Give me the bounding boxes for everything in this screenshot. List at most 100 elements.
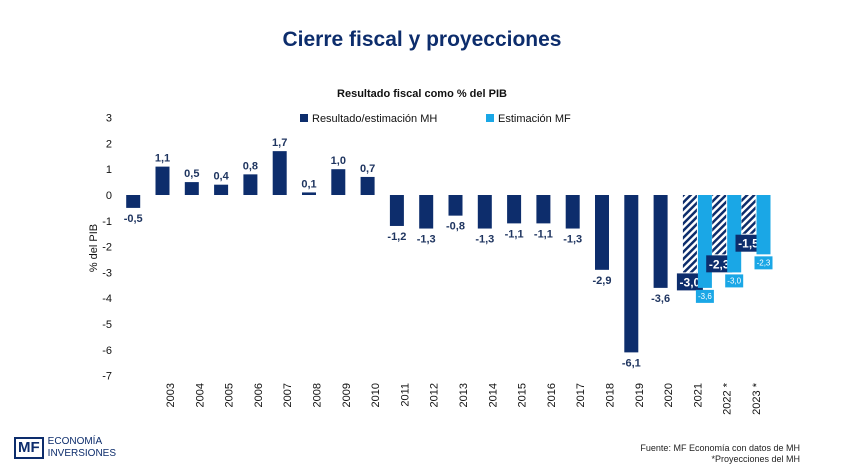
- data-label-mh: -3,0: [680, 275, 701, 289]
- y-tick-label: -7: [102, 371, 112, 383]
- x-tick-label: 2017: [575, 383, 587, 407]
- y-tick-label: 1: [106, 164, 112, 176]
- x-tick-label: 2006: [253, 383, 265, 407]
- data-label-mh: -1,5: [738, 237, 759, 251]
- data-label-mf: -3,0: [727, 276, 741, 285]
- bar-mh: [272, 151, 287, 195]
- y-tick-label: -2: [102, 242, 112, 254]
- bar-mh: [712, 195, 727, 255]
- bar-mh: [155, 166, 170, 195]
- data-label-mh: -1,1: [505, 228, 524, 240]
- data-label-box: [676, 273, 703, 291]
- y-tick-label: 2: [106, 138, 112, 150]
- logo-line1: ECONOMÍA: [47, 436, 103, 447]
- logo-mark: MF: [14, 437, 44, 459]
- x-tick-label: 2016: [546, 383, 558, 407]
- y-axis-label: % del PIB: [88, 224, 100, 272]
- data-label-mh: 0,4: [213, 171, 229, 183]
- data-label-mh: -1,3: [475, 234, 494, 246]
- data-label-mh: 0,7: [360, 163, 375, 175]
- bar-mh: [507, 195, 522, 224]
- data-label-box: [735, 234, 762, 252]
- x-tick-label: 2019: [634, 383, 646, 407]
- bar-mh: [243, 174, 258, 195]
- data-label-mh: -6,1: [622, 357, 641, 369]
- y-tick-label: -4: [102, 293, 112, 305]
- bar-mh: [536, 195, 551, 224]
- legend-swatch-mh: [300, 114, 308, 122]
- bar-mh: [331, 169, 346, 195]
- data-label-mh: -1,3: [563, 234, 582, 246]
- y-tick-label: -3: [102, 267, 112, 279]
- bar-mh: [565, 195, 580, 229]
- x-tick-label: 2009: [341, 383, 353, 407]
- bar-mh: [477, 195, 492, 229]
- x-tick-label: 2021: [692, 383, 704, 407]
- legend-label-mf: Estimación MF: [498, 113, 571, 125]
- bar-mh: [419, 195, 434, 229]
- x-tick-label: 2003: [165, 383, 177, 407]
- projection-note: *Proyecciones del MH: [711, 454, 800, 464]
- data-label-box: [754, 256, 773, 270]
- source-note: Fuente: MF Economía con datos de MH *Proy…: [640, 443, 800, 465]
- y-tick-label: 3: [106, 113, 112, 125]
- data-label-mh: 0,5: [184, 168, 199, 180]
- data-label-mh: 0,8: [243, 160, 258, 172]
- x-tick-label: 2013: [458, 383, 470, 407]
- x-tick-label: 2008: [312, 383, 324, 407]
- bar-mh: [302, 192, 316, 195]
- y-tick-label: -1: [102, 216, 112, 228]
- x-tick-label: 2007: [282, 383, 294, 407]
- legend-label-mh: Resultado/estimación MH: [312, 113, 437, 125]
- chart-title: Resultado fiscal como % del PIB: [337, 88, 507, 100]
- bar-mf: [697, 195, 712, 288]
- bar-mh: [389, 195, 404, 226]
- x-tick-label: 2015: [517, 383, 529, 407]
- data-label-mf: -3,6: [698, 292, 712, 301]
- bar-mh: [624, 195, 639, 353]
- bar-mh: [741, 195, 756, 234]
- x-tick-label: 2020: [663, 383, 675, 407]
- data-label-mf: -2,3: [757, 258, 771, 267]
- data-label-mh: -0,5: [124, 213, 143, 225]
- data-label-mh: -3,6: [651, 293, 670, 305]
- x-tick-label: 2023 *: [751, 382, 763, 415]
- x-tick-label: 2011: [399, 383, 411, 407]
- data-label-mh: 1,0: [331, 155, 346, 167]
- data-label-mh: 1,7: [272, 137, 287, 149]
- bar-mh: [126, 195, 141, 208]
- data-label-mh: 1,1: [155, 153, 170, 165]
- data-label-mh: -1,3: [417, 234, 436, 246]
- bar-mf: [727, 195, 742, 273]
- data-label-mh: -1,2: [387, 231, 406, 243]
- data-label-box: [695, 289, 714, 303]
- bar-mh: [214, 184, 229, 195]
- bar-mh: [682, 195, 697, 273]
- y-tick-label: -5: [102, 319, 112, 331]
- bar-chart: 3 2 1 0 -1 -2 -3 -4 -5 -6 -7 % del PIB 2003 2004 2005 2…: [88, 113, 773, 415]
- logo-line2: INVERSIONES: [47, 448, 117, 459]
- bar-mh: [595, 195, 609, 270]
- data-label-mh: -1,1: [534, 228, 553, 240]
- bar-mh: [653, 195, 668, 288]
- y-tick-label: 0: [106, 190, 112, 202]
- data-label-mh: -0,8: [446, 221, 465, 233]
- x-tick-label: 2010: [370, 383, 382, 407]
- x-tick-label: 2004: [194, 383, 206, 407]
- x-tick-label: 2018: [605, 383, 617, 407]
- bar-mf: [756, 195, 771, 255]
- bar-mh: [360, 176, 375, 195]
- page-title: Cierre fiscal y proyecciones: [282, 28, 562, 51]
- source-text: Fuente: MF Economía con datos de MH: [640, 443, 800, 453]
- data-label-box: [706, 255, 733, 273]
- bar-mh: [448, 195, 463, 216]
- y-tick-label: -6: [102, 345, 112, 357]
- x-tick-label: 2012: [429, 383, 441, 407]
- bar-mh: [184, 182, 199, 195]
- data-label-mh: -2,9: [593, 275, 612, 287]
- legend-swatch-mf: [486, 114, 494, 122]
- x-tick-label: 2005: [224, 383, 236, 407]
- x-tick-label: 2014: [487, 383, 499, 407]
- data-label-mh: 0,1: [301, 178, 316, 190]
- data-label-mh: -2,3: [709, 257, 730, 271]
